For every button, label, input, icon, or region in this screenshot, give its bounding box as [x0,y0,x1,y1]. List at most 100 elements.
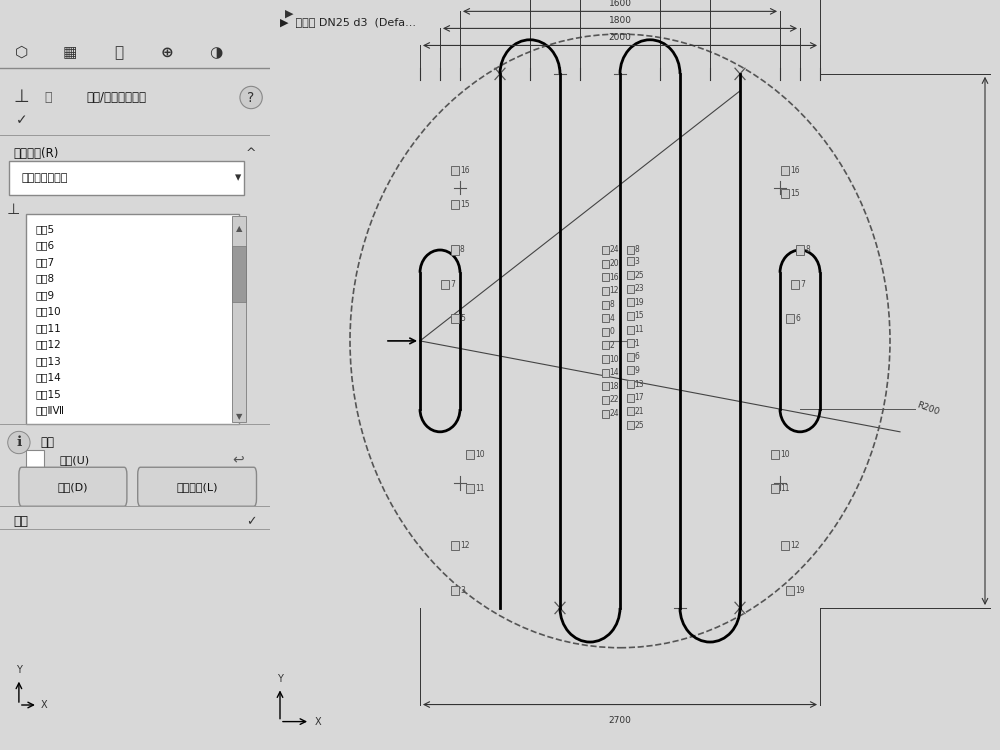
Text: ✓: ✓ [16,113,27,127]
Text: 2700: 2700 [609,716,631,725]
Text: ▲: ▲ [236,224,242,233]
FancyBboxPatch shape [26,450,44,470]
Text: ⬡: ⬡ [15,45,28,60]
Bar [771,484,779,494]
Text: ^: ^ [246,147,256,160]
Text: 24: 24 [610,410,619,419]
Bar [626,257,634,265]
Bar [451,245,459,254]
Text: ⊥: ⊥ [14,88,29,106]
Text: 删除(D): 删除(D) [58,482,88,492]
Text: 10: 10 [780,450,790,459]
Bar [626,380,634,388]
Text: 5: 5 [460,314,465,322]
Bar [786,314,794,322]
Text: 相塲15: 相塲15 [35,388,61,399]
Bar [781,166,789,175]
Text: 1800: 1800 [608,16,632,25]
Bar [626,285,634,292]
Text: 11: 11 [475,484,484,494]
Bar [451,541,459,550]
Text: 2: 2 [610,341,614,350]
Text: 3: 3 [460,586,465,596]
Bar [602,287,608,295]
Text: 7: 7 [450,280,455,289]
Text: 25: 25 [635,271,644,280]
Text: 实体: 实体 [14,514,28,528]
Text: 6: 6 [635,352,639,362]
Text: Y: Y [277,674,283,684]
Text: 19: 19 [635,298,644,307]
Text: 21: 21 [635,406,644,416]
Text: 相塲11: 相塲11 [35,322,61,333]
Text: ?: ? [247,91,255,104]
Bar [451,586,459,596]
FancyBboxPatch shape [19,467,127,506]
FancyBboxPatch shape [9,161,244,195]
Text: 6: 6 [795,314,800,322]
Bar [466,484,474,494]
FancyBboxPatch shape [26,214,239,424]
Text: 相劇8: 相劇8 [35,273,54,284]
Text: 相劇5: 相劇5 [35,224,54,234]
Bar [626,312,634,320]
Text: 2000: 2000 [609,33,631,42]
Bar [602,273,608,281]
Bar [451,314,459,322]
Bar [781,189,789,198]
Text: 19: 19 [795,586,805,596]
Text: 相塲13: 相塲13 [35,356,61,366]
Text: 显示/删除几何关系: 显示/删除几何关系 [86,91,146,104]
Text: 相劇6: 相劇6 [35,240,54,250]
Text: ℹ: ℹ [16,436,22,449]
Bar [626,407,634,416]
Bar [626,326,634,334]
Text: 相塲14: 相塲14 [35,372,61,382]
Bar [602,341,608,350]
FancyBboxPatch shape [138,467,256,506]
Text: 12: 12 [610,286,619,296]
Text: 相塲10: 相塲10 [35,306,61,316]
Bar [602,382,608,390]
Text: 0: 0 [610,327,614,336]
Text: 13: 13 [635,380,644,388]
Text: X: X [315,716,322,727]
Text: 12: 12 [460,541,470,550]
Text: ▼: ▼ [236,412,242,421]
Bar [626,367,634,374]
Bar [602,410,608,418]
Text: 相塸ⅡⅦ: 相塸ⅡⅦ [35,405,64,416]
Text: 1: 1 [635,339,639,348]
FancyBboxPatch shape [232,216,246,422]
Bar [602,369,608,376]
Text: 16: 16 [460,166,470,175]
Text: ▾: ▾ [234,171,241,184]
Text: 全部在此草图中: 全部在此草图中 [22,172,68,183]
Text: X: X [40,700,47,710]
Text: 8: 8 [460,245,465,254]
Bar [602,328,608,336]
Text: 14: 14 [610,368,619,377]
Bar [451,200,459,209]
Bar [602,246,608,254]
Text: 22: 22 [610,395,619,404]
Text: 4: 4 [610,314,614,322]
Text: ⧉: ⧉ [114,45,123,60]
Text: 25: 25 [635,421,644,430]
Bar [602,396,608,404]
Text: 16: 16 [610,273,619,282]
Bar [786,586,794,596]
Text: Y: Y [16,665,22,675]
Text: ✓: ✓ [246,514,256,528]
Bar [602,260,608,268]
Bar [796,245,804,254]
FancyBboxPatch shape [232,246,246,302]
Text: ▦: ▦ [63,45,77,60]
Text: 删除所有(L): 删除所有(L) [176,482,218,492]
Text: 23: 23 [635,284,644,293]
Text: 相塲12: 相塲12 [35,339,61,350]
Bar [602,355,608,363]
Bar [466,450,474,459]
Text: ◑: ◑ [209,45,223,60]
Bar [451,166,459,175]
